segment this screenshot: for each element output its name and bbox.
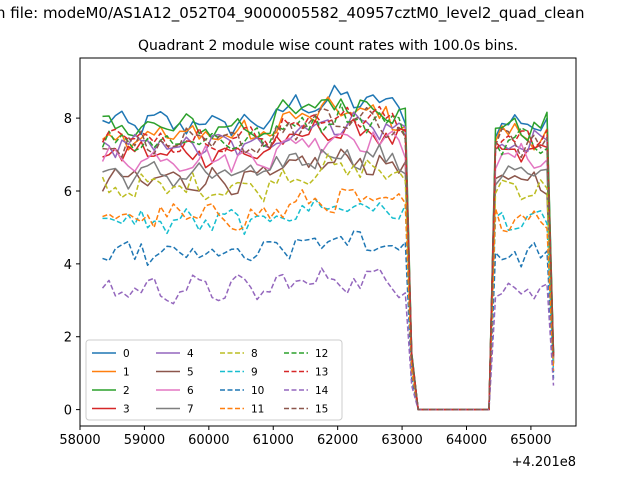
figure-suptitle: n file: modeM0/AS1A12_052T04_9000005582_…	[0, 4, 585, 23]
x-tick-label: 61000	[253, 433, 294, 448]
y-tick-label: 2	[64, 331, 72, 346]
legend-label-1: 1	[123, 367, 130, 379]
series-line-8	[101, 153, 555, 411]
x-tick-label: 59000	[124, 433, 165, 448]
legend-label-3: 3	[123, 404, 130, 416]
legend-label-12: 12	[315, 348, 328, 360]
series-line-15	[102, 106, 555, 411]
legend-label-2: 2	[123, 385, 130, 397]
x-tick-label: 62000	[317, 433, 358, 448]
legend-label-15: 15	[315, 404, 328, 416]
series-line-13	[101, 105, 555, 411]
legend-label-7: 7	[187, 404, 194, 416]
y-tick-label: 4	[64, 258, 72, 273]
x-tick-label: 64000	[446, 433, 487, 448]
x-tick-label: 63000	[381, 433, 422, 448]
x-offset-label: +4.201e8	[512, 455, 576, 470]
x-tick-label: 58000	[59, 433, 100, 448]
y-tick-label: 6	[64, 185, 72, 200]
legend-label-6: 6	[187, 385, 194, 397]
legend-label-10: 10	[251, 385, 264, 397]
legend-label-11: 11	[251, 404, 264, 416]
legend-label-9: 9	[251, 367, 258, 379]
x-tick-label: 65000	[510, 433, 551, 448]
legend-label-5: 5	[187, 367, 194, 379]
x-tick-label: 60000	[188, 433, 229, 448]
plot-area: 58000 59000 60000 61000 62000 63000 64000 65000…	[59, 57, 577, 448]
chart-title: Quadrant 2 module wise count rates with …	[138, 38, 518, 54]
y-tick-label: 0	[64, 404, 72, 419]
legend-label-14: 14	[315, 385, 329, 397]
legend-label-0: 0	[123, 348, 130, 360]
legend-label-8: 8	[251, 348, 258, 360]
legend-label-4: 4	[187, 348, 194, 360]
y-tick-label: 8	[64, 112, 72, 127]
legend-label-13: 13	[315, 367, 328, 379]
axes-frame	[79, 57, 577, 427]
